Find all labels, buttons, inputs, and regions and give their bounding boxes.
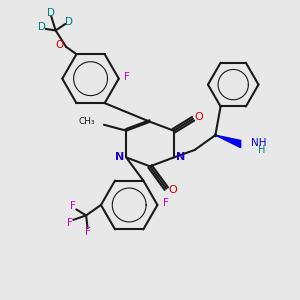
Polygon shape (215, 135, 241, 148)
Text: F: F (70, 202, 76, 212)
Text: O: O (195, 112, 203, 122)
Text: D: D (47, 8, 55, 18)
Text: F: F (67, 218, 73, 228)
Text: H: H (259, 145, 266, 155)
Text: D: D (65, 16, 73, 26)
Text: CH₃: CH₃ (78, 117, 95, 126)
Text: N: N (176, 152, 185, 162)
Text: O: O (168, 185, 177, 195)
Text: O: O (56, 40, 64, 50)
Text: F: F (124, 72, 130, 82)
Text: F: F (85, 227, 91, 237)
Text: F: F (164, 199, 169, 208)
Text: NH: NH (251, 138, 267, 148)
Text: N: N (115, 152, 124, 162)
Text: D: D (38, 22, 46, 32)
